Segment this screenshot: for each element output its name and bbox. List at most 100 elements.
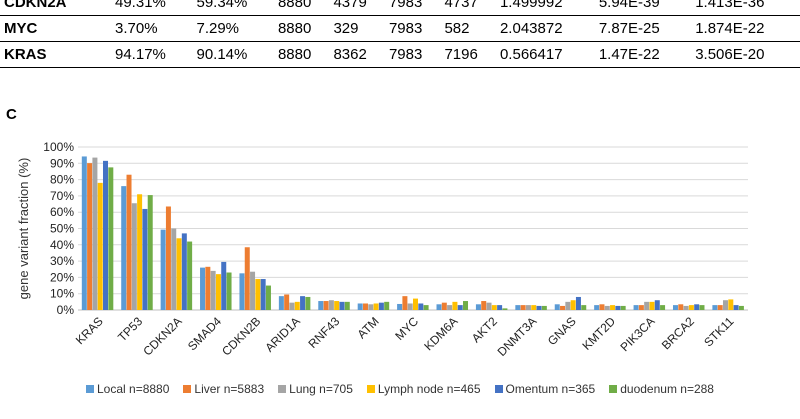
bar [407,303,413,310]
bar [699,305,705,310]
legend-item: Lymph node n=465 [366,382,481,396]
bar [226,272,232,310]
bar [284,294,290,310]
bar [649,301,655,310]
table-cell: 7983 [384,41,441,68]
y-tick-label: 20% [50,270,74,284]
bar [126,174,132,310]
x-tick-label: KDM6A [421,314,460,353]
bar [200,267,206,310]
y-tick-label: 100% [43,140,74,154]
bar [323,301,329,310]
table-row: MYC 3.70% 7.29% 8880 329 7983 582 2.043872 7.87E… [0,15,800,42]
table-cell: 4379 [329,0,385,16]
bar [525,305,531,310]
y-tick-label: 10% [50,287,74,301]
legend-swatch [366,385,375,393]
bar [594,305,600,310]
chart-legend: Local n=8880 Liver n=5883 Lung n=705 Lymph … [0,382,800,396]
x-tick-label: SMAD4 [185,314,224,353]
bar [570,300,576,310]
bar [413,298,418,310]
bar [142,208,148,310]
bar [644,301,650,310]
bar [541,305,547,310]
bar [244,247,250,310]
bar [683,305,689,310]
bar [722,300,728,310]
bar [457,305,463,310]
legend-label: Local n=8880 [97,382,170,396]
bar [423,305,429,310]
bar [373,303,379,310]
bar [250,271,256,310]
bar [97,182,103,310]
y-tick-label: 0% [57,303,75,317]
bar [103,160,109,310]
x-tick-label: BRCA2 [659,314,697,352]
bar [531,305,537,310]
variant-fraction-bar-chart: 0% 10% 20% 30% 40% 50% 60% 70% 80% 90% 100% gene va… [16,140,748,359]
bar [121,186,127,310]
gene-cell: CDKN2A [0,0,111,16]
bar [678,304,684,310]
table-cell: 1.499992 [495,0,595,16]
bar [502,308,508,310]
bar [620,305,626,310]
bar [491,305,497,310]
bar [300,296,306,310]
table-cell: 3.70% [111,15,193,42]
x-tick-label: STK11 [701,314,736,349]
bar [239,273,245,310]
y-tick-label: 90% [50,156,74,170]
legend-label: Liver n=5883 [194,382,265,396]
bar [81,156,87,310]
y-tick-label: 70% [50,189,74,203]
bar [738,305,744,310]
bar [604,305,610,310]
x-tick-label: RNF43 [306,314,343,351]
table-cell: 1.413E-36 [691,0,800,16]
bar [581,305,587,310]
bar [131,203,137,310]
table-cell: 7983 [384,0,441,16]
bar [560,305,566,310]
legend-swatch [494,385,503,393]
x-tick-label: PIK3CA [618,314,658,354]
bar [210,270,216,310]
x-tick-label: KMT2D [580,314,619,353]
y-tick-label: 60% [50,205,74,219]
bar [165,206,171,310]
bar [733,305,739,310]
bar [633,305,639,310]
bar [486,302,492,310]
bar [688,305,694,310]
panel-label: C [6,106,17,123]
bar [221,261,227,310]
table-cell: 59.34% [192,0,274,16]
table-cell: 49.31% [111,0,193,16]
bar [378,302,384,310]
y-tick-label: 30% [50,254,74,268]
bar [712,305,718,310]
bar [147,195,153,310]
x-tick-label: DNMT3A [495,314,540,359]
table-cell: 1.47E-22 [594,41,692,68]
table-row: CDKN2A 49.31% 59.34% 8880 4379 7983 4737 1.4999… [0,0,800,16]
bar [728,299,734,310]
y-tick-label: 40% [50,238,74,252]
bar [599,304,605,310]
legend-item: Omentum n=365 [494,382,595,396]
x-tick-label: KRAS [73,314,106,347]
bar [137,194,143,310]
bar [418,303,424,310]
bar [402,296,408,310]
legend-label: duodenum n=288 [620,382,714,396]
bar [294,301,300,310]
bar [108,167,114,310]
bar [515,305,521,310]
table-cell: 8880 [273,41,330,68]
bar [181,233,187,310]
gene-cell: KRAS [0,41,111,68]
table-cell: 7196 [440,41,496,68]
